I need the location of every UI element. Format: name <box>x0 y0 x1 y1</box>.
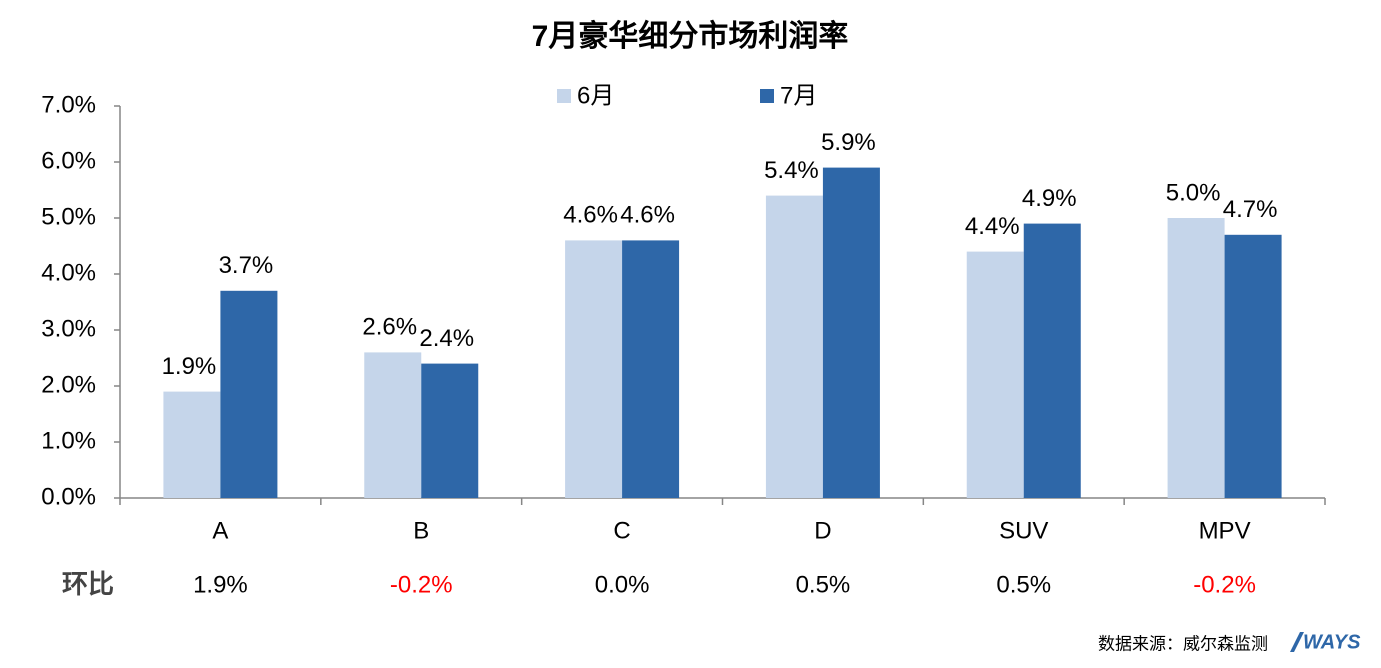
y-tick-label: 7.0% <box>41 91 96 118</box>
logo-mark <box>1290 632 1304 652</box>
bar <box>622 240 680 498</box>
y-tick-label: 4.0% <box>41 259 96 286</box>
mom-value: -0.2% <box>390 571 453 598</box>
y-tick-label: 0.0% <box>41 483 96 510</box>
bar <box>364 352 422 498</box>
mom-value: -0.2% <box>1193 571 1256 598</box>
legend-label: 7月 <box>780 82 817 109</box>
x-tick-label: SUV <box>999 517 1048 544</box>
bar <box>1023 223 1081 498</box>
x-tick-label: MPV <box>1199 517 1251 544</box>
value-label: 5.9% <box>821 129 876 156</box>
bar <box>565 240 623 498</box>
legend-swatch <box>557 89 571 103</box>
bar <box>1224 234 1282 499</box>
value-label: 5.4% <box>764 157 819 184</box>
value-label: 1.9% <box>162 353 217 380</box>
mom-value: 1.9% <box>193 571 248 598</box>
value-label: 3.7% <box>219 252 274 279</box>
y-tick-label: 1.0% <box>41 427 96 454</box>
legend-label: 6月 <box>577 82 614 109</box>
x-tick-label: A <box>212 517 228 544</box>
bar <box>421 363 479 498</box>
bar <box>822 167 880 498</box>
mom-value: 0.5% <box>996 571 1051 598</box>
bar <box>220 290 278 498</box>
source: 数据来源：威尔森监测 <box>1098 634 1268 653</box>
value-label: 4.7% <box>1223 196 1278 223</box>
x-tick-label: C <box>613 517 630 544</box>
x-tick-label: B <box>413 517 429 544</box>
value-label: 2.6% <box>362 314 417 341</box>
legend-swatch <box>760 89 774 103</box>
y-tick-label: 2.0% <box>41 371 96 398</box>
value-label: 2.4% <box>419 325 474 352</box>
y-tick-label: 6.0% <box>41 147 96 174</box>
mom-value: 0.0% <box>595 571 650 598</box>
value-label: 4.6% <box>620 202 675 229</box>
value-label: 4.4% <box>965 213 1020 240</box>
value-label: 4.6% <box>563 202 618 229</box>
value-label: 5.0% <box>1166 179 1221 206</box>
bar <box>1167 218 1225 498</box>
value-label: 4.9% <box>1022 185 1077 212</box>
logo: WAYS <box>1303 631 1361 653</box>
chart-title: 7月豪华细分市场利润率 <box>532 19 849 53</box>
y-tick-label: 5.0% <box>41 203 96 230</box>
mom-value: 0.5% <box>796 571 851 598</box>
bar <box>163 391 221 498</box>
x-tick-label: D <box>814 517 831 544</box>
y-tick-label: 3.0% <box>41 315 96 342</box>
bar <box>966 251 1024 498</box>
bar <box>765 195 823 498</box>
mom-label: 环比 <box>62 569 114 599</box>
